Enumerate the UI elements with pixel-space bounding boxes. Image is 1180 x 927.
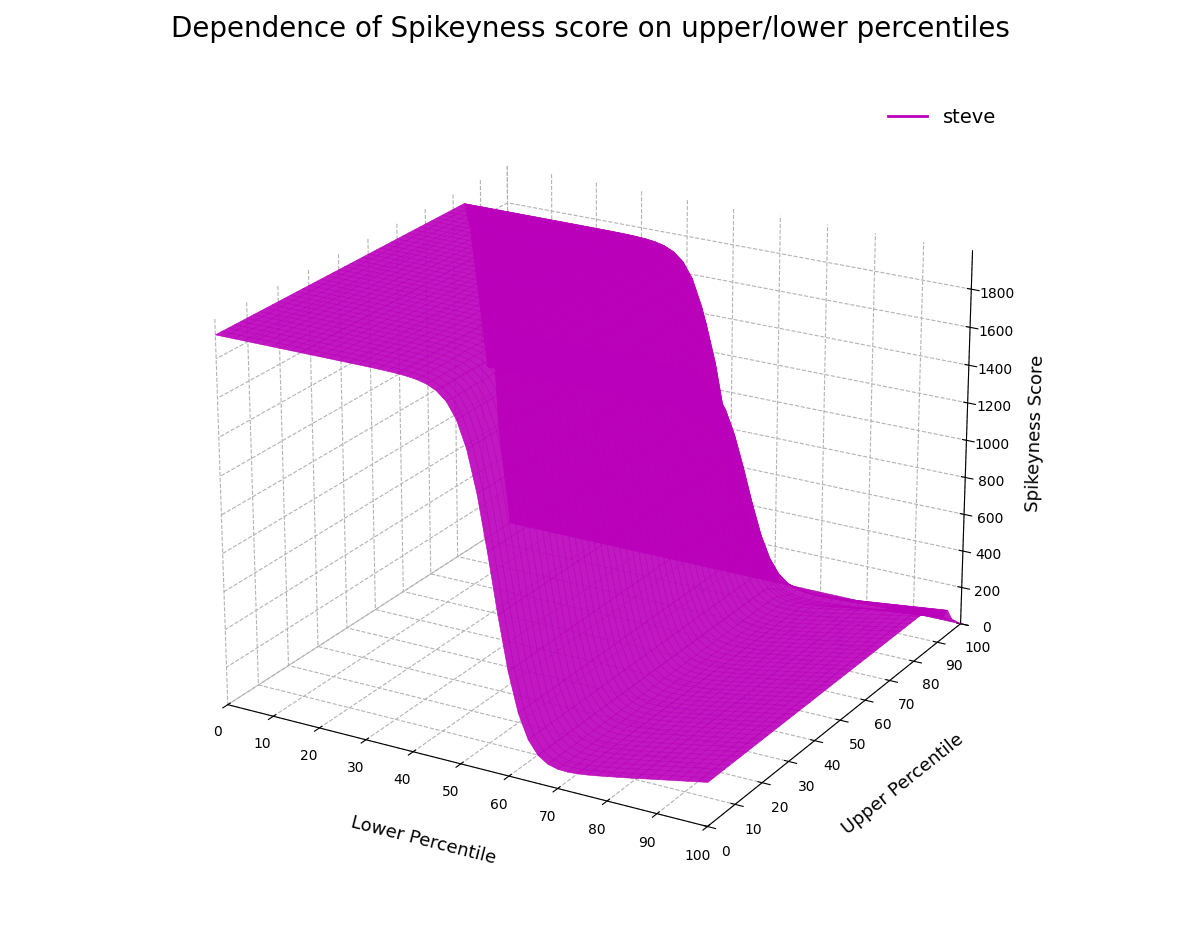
X-axis label: Lower Percentile: Lower Percentile [348,814,498,868]
Title: Dependence of Spikeyness score on upper/lower percentiles: Dependence of Spikeyness score on upper/… [171,15,1009,43]
Y-axis label: Upper Percentile: Upper Percentile [839,730,966,838]
Legend: steve: steve [880,100,1004,134]
